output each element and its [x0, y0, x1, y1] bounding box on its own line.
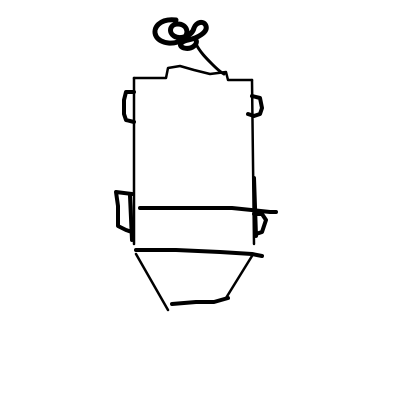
- left-lower-bracket: [114, 190, 134, 234]
- sketch-strokes: [114, 17, 278, 312]
- scribble-tail: [194, 42, 226, 76]
- right-lower-bracket: [252, 176, 268, 238]
- top-scribble: [152, 17, 209, 51]
- hopper-bottom: [170, 296, 230, 306]
- upper-band: [138, 206, 278, 214]
- left-upper-handle: [122, 90, 136, 124]
- lower-band: [134, 248, 264, 258]
- left-lower-bracket-inner: [128, 194, 134, 242]
- body-top-edge: [132, 64, 254, 82]
- hopper-left-side: [134, 252, 170, 312]
- right-upper-handle: [246, 94, 264, 118]
- hopper-right-side: [224, 254, 254, 300]
